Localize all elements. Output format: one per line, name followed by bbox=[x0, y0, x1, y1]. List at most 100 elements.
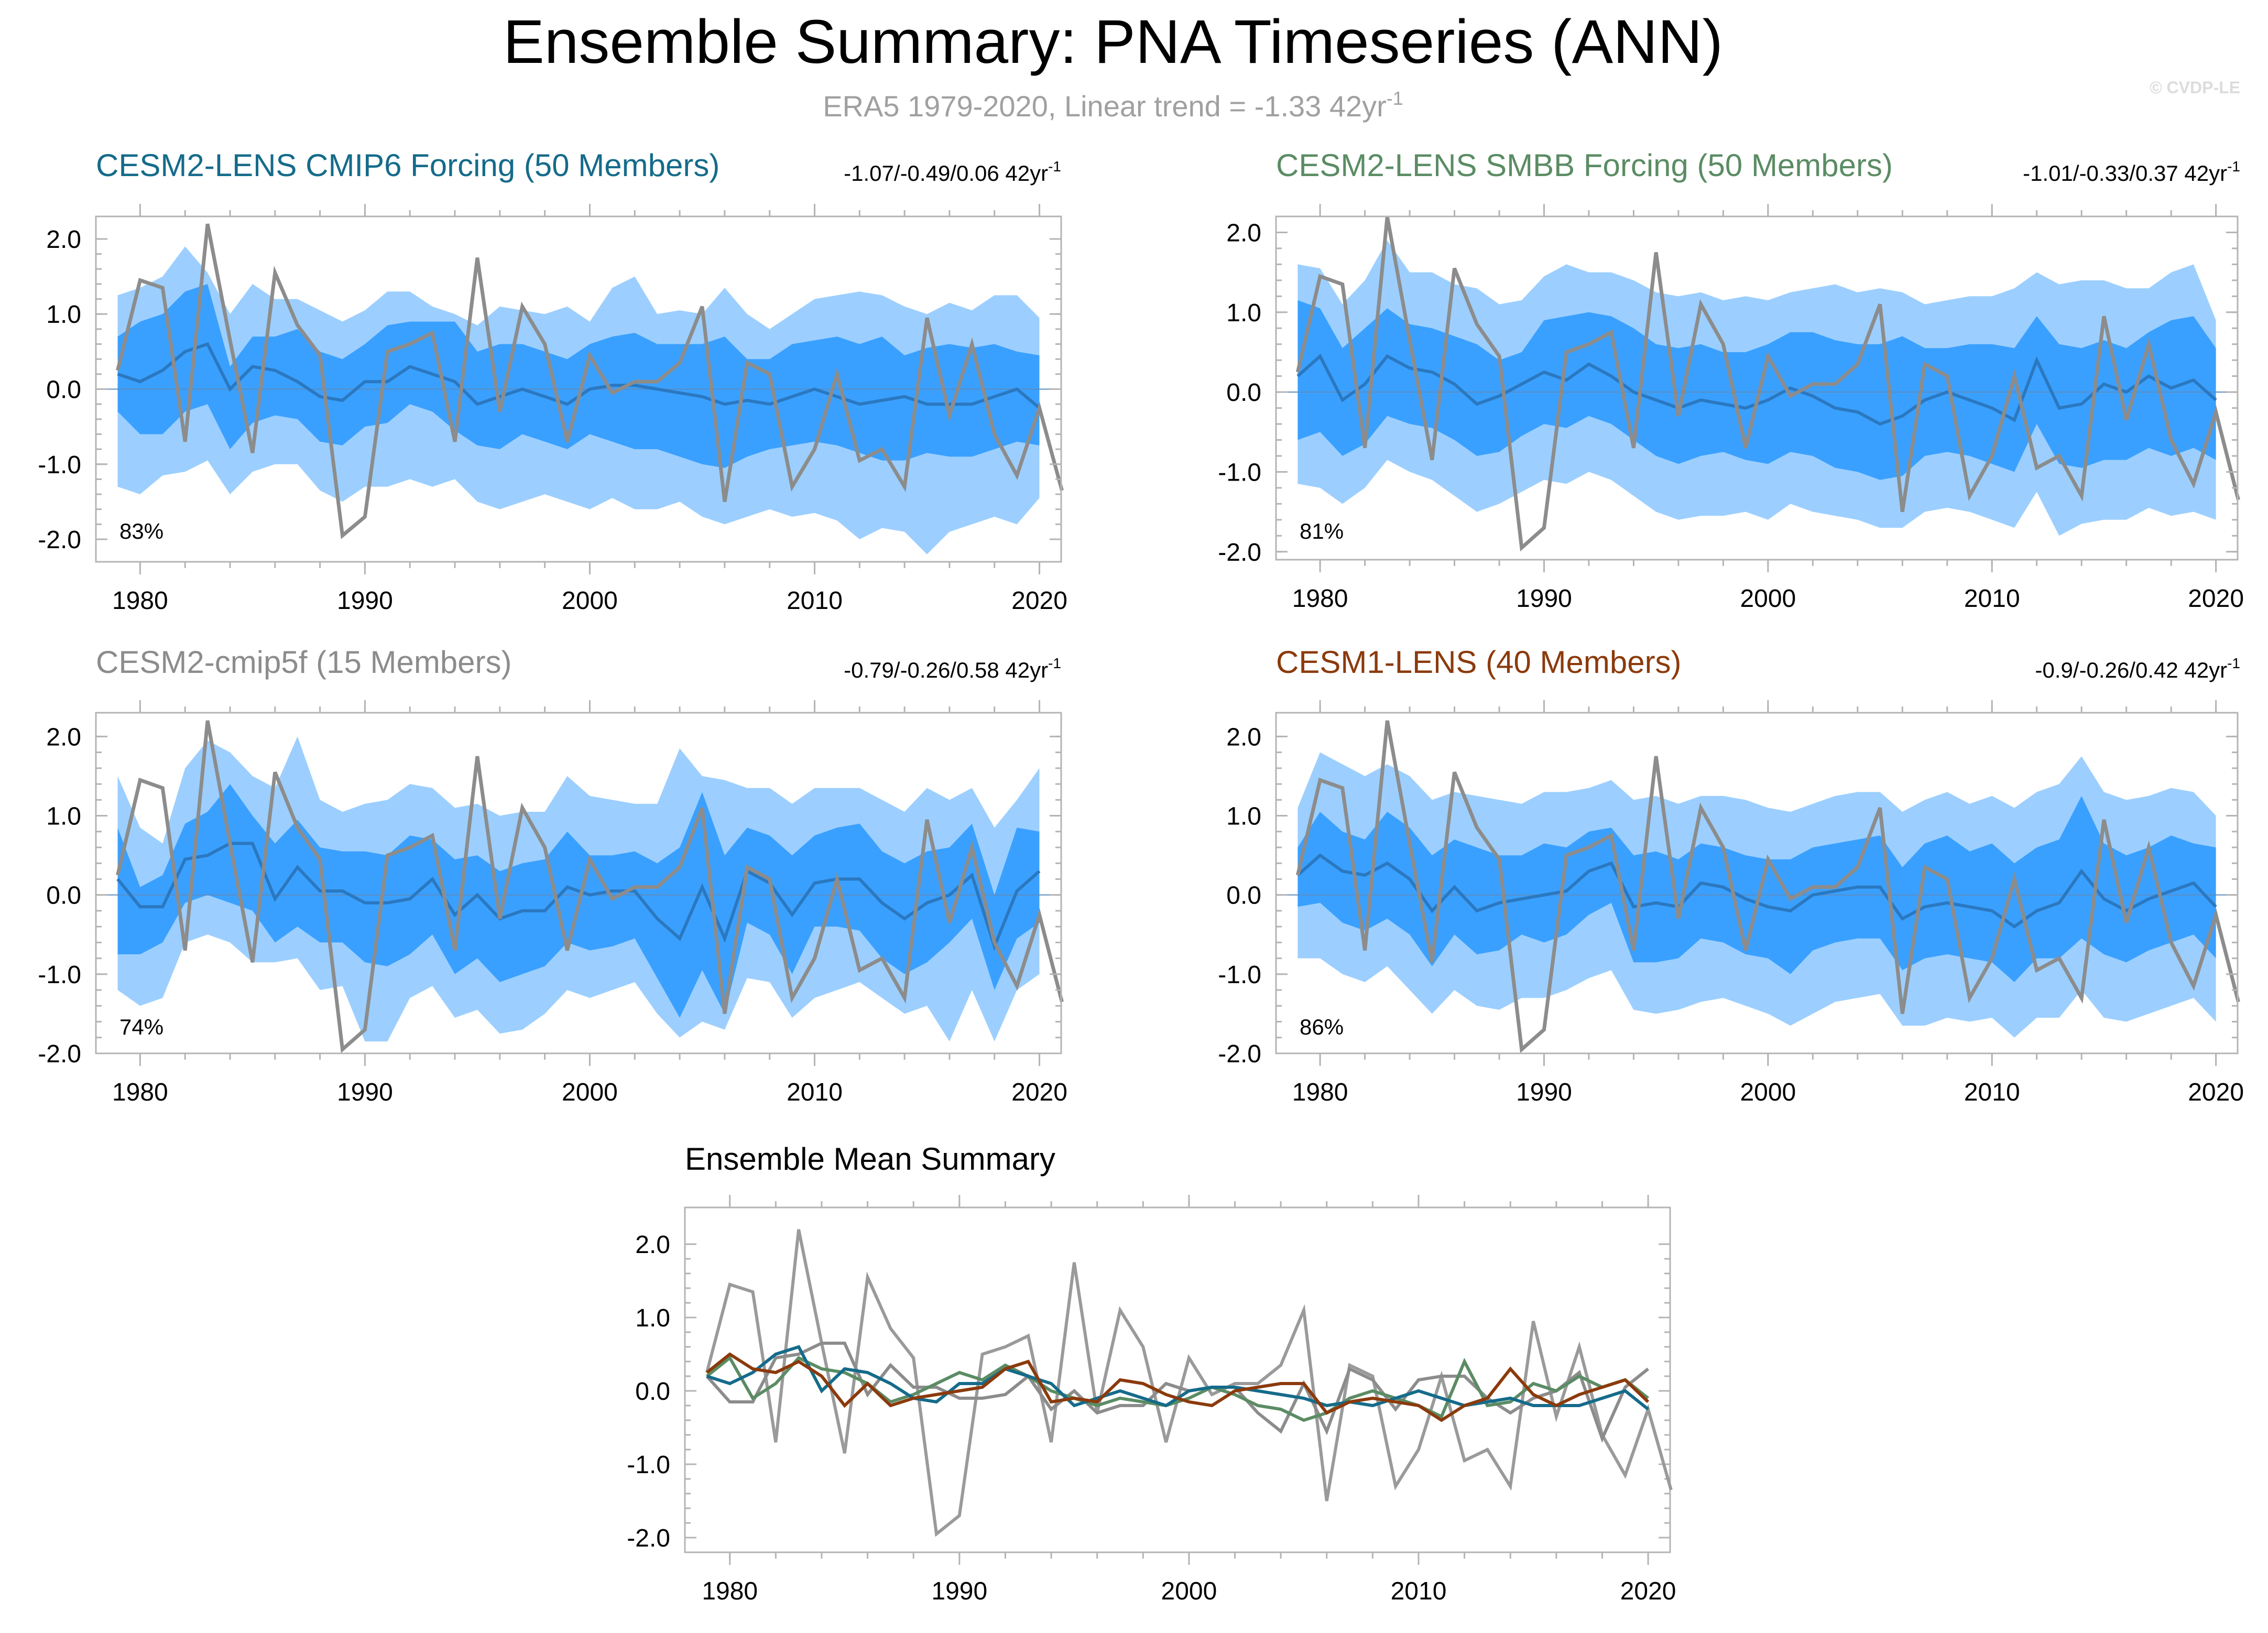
y-tick-label: 1.0 bbox=[1226, 299, 1261, 327]
cesm2-cmip5f-plot-frame bbox=[95, 712, 1062, 1054]
panel-trend: -1.01/-0.33/0.37 42yr-1 bbox=[2023, 158, 2240, 186]
observed-line bbox=[705, 1229, 1673, 1537]
credit-label: © CVDP-LE bbox=[2150, 78, 2240, 97]
x-tick-label: 2020 bbox=[1620, 1577, 1676, 1605]
y-tick-label: 1.0 bbox=[635, 1304, 670, 1332]
x-tick-label: 2020 bbox=[2188, 585, 2244, 613]
observed-line bbox=[1295, 720, 2240, 1053]
panel-ensemble-mean-summary: Ensemble Mean Summary 2.0 1.0 0.0 -1.0 -2.0 1… bbox=[627, 1141, 1676, 1605]
figure-subtitle: ERA5 1979-2020, Linear trend = -1.33 42y… bbox=[823, 88, 1403, 123]
y-tick-label: 2.0 bbox=[1226, 723, 1261, 751]
x-tick-label: 1980 bbox=[1292, 1079, 1348, 1106]
y-tick-label: -2.0 bbox=[627, 1525, 670, 1552]
x-tick-label: 1990 bbox=[1516, 1079, 1572, 1106]
y-tick-label: -1.0 bbox=[38, 451, 81, 479]
y-tick-label: 1.0 bbox=[46, 301, 81, 329]
series-layer bbox=[1276, 216, 2240, 552]
y-tick-label: -2.0 bbox=[1218, 539, 1261, 567]
cesm2-smbb-plot-frame bbox=[1275, 215, 2239, 561]
x-tick-label: 2020 bbox=[2188, 1079, 2244, 1106]
y-tick-label: -1.0 bbox=[627, 1451, 670, 1479]
trend-text: -1.07/-0.49/0.06 42yr bbox=[844, 161, 1048, 186]
y-tick-label: 1.0 bbox=[46, 803, 81, 831]
inner-spread-band bbox=[1297, 300, 2216, 480]
x-tick-label: 2010 bbox=[787, 1079, 843, 1106]
x-tick-label: 1980 bbox=[112, 587, 168, 615]
y-tick-label: 1.0 bbox=[1226, 803, 1261, 831]
panel-title: CESM2-LENS SMBB Forcing (50 Members) bbox=[1276, 148, 1893, 183]
pct-label: 86% bbox=[1300, 1015, 1344, 1039]
panel-trend: -0.9/-0.26/0.42 42yr-1 bbox=[2035, 655, 2240, 682]
series-layer bbox=[1276, 720, 2240, 1053]
trend-text: -1.01/-0.33/0.37 42yr bbox=[2023, 161, 2227, 186]
x-tick-label: 1980 bbox=[112, 1079, 168, 1106]
inner-spread-band bbox=[117, 284, 1040, 468]
ensemble-mean-line bbox=[116, 842, 1041, 951]
y-tick-label: 2.0 bbox=[1226, 219, 1261, 247]
figure-title: Ensemble Summary: PNA Timeseries (ANN) bbox=[503, 7, 1723, 77]
y-tick-label: -1.0 bbox=[1218, 459, 1261, 486]
subtitle-sup: -1 bbox=[1387, 88, 1403, 109]
trend-sup: -1 bbox=[2227, 158, 2240, 175]
y-tick-label: 0.0 bbox=[1226, 379, 1261, 407]
observed-line bbox=[116, 720, 1064, 1053]
x-tick-label: 1990 bbox=[337, 587, 393, 615]
panel-trend: -0.79/-0.26/0.58 42yr-1 bbox=[844, 655, 1061, 682]
x-tick-label: 1990 bbox=[1516, 585, 1572, 613]
x-tick-label: 2020 bbox=[1011, 587, 1067, 615]
trend-sup: -1 bbox=[1048, 655, 1061, 671]
y-tick-label: -1.0 bbox=[38, 961, 81, 989]
x-tick-label: 2000 bbox=[1740, 585, 1796, 613]
pct-label: 74% bbox=[119, 1015, 163, 1039]
y-tick-label: 2.0 bbox=[46, 226, 81, 254]
y-tick-label: 2.0 bbox=[635, 1231, 670, 1259]
inner-spread-band bbox=[1297, 796, 2216, 982]
mean-series-layer bbox=[705, 1229, 1673, 1537]
observed-line bbox=[116, 223, 1064, 539]
y-tick-label: 0.0 bbox=[46, 882, 81, 910]
series-layer bbox=[96, 720, 1064, 1053]
trend-text: -0.9/-0.26/0.42 42yr bbox=[2035, 658, 2228, 682]
trend-sup: -1 bbox=[2227, 655, 2240, 671]
x-tick-label: 2010 bbox=[1391, 1577, 1447, 1605]
panel-cesm2-smbb: CESM2-LENS SMBB Forcing (50 Members) -1.… bbox=[1218, 148, 2244, 613]
panel-title: CESM2-LENS CMIP6 Forcing (50 Members) bbox=[96, 148, 719, 183]
x-tick-label: 2000 bbox=[562, 1079, 618, 1106]
panel-cesm2-cmip6: CESM2-LENS CMIP6 Forcing (50 Members) -1… bbox=[38, 148, 1067, 615]
cesm1-lens-plot-frame bbox=[1275, 712, 2239, 1054]
pct-label: 83% bbox=[119, 519, 163, 543]
trend-sup: -1 bbox=[1048, 158, 1061, 175]
mean-summary-plot-frame bbox=[684, 1206, 1671, 1553]
y-tick-label: -1.0 bbox=[1218, 961, 1261, 989]
x-tick-label: 1980 bbox=[702, 1577, 758, 1605]
observed-line bbox=[1295, 216, 2240, 552]
x-tick-label: 2000 bbox=[1740, 1079, 1796, 1106]
x-tick-label: 2000 bbox=[1161, 1577, 1217, 1605]
cesm2-smbb-mean-line bbox=[706, 1355, 1649, 1422]
pct-label: 81% bbox=[1300, 519, 1344, 543]
x-tick-label: 2000 bbox=[562, 587, 618, 615]
subtitle-text: ERA5 1979-2020, Linear trend = -1.33 42y… bbox=[823, 90, 1387, 123]
panel-cesm1-lens: CESM1-LENS (40 Members) -0.9/-0.26/0.42 … bbox=[1218, 645, 2244, 1106]
x-tick-label: 2020 bbox=[1011, 1079, 1067, 1106]
cesm2-cmip6-mean-line bbox=[706, 1345, 1649, 1411]
x-tick-label: 1990 bbox=[337, 1079, 393, 1106]
panel-title: CESM2-cmip5f (15 Members) bbox=[96, 645, 512, 680]
y-tick-label: 0.0 bbox=[635, 1378, 670, 1406]
y-tick-label: 2.0 bbox=[46, 723, 81, 751]
x-tick-label: 1980 bbox=[1292, 585, 1348, 613]
x-tick-label: 2010 bbox=[1964, 585, 2020, 613]
panel-trend: -1.07/-0.49/0.06 42yr-1 bbox=[844, 158, 1061, 186]
cesm1-lens-mean-line bbox=[706, 1352, 1650, 1422]
panel-title: CESM1-LENS (40 Members) bbox=[1276, 645, 1682, 680]
y-tick-label: -2.0 bbox=[38, 526, 81, 554]
y-tick-label: 0.0 bbox=[1226, 882, 1261, 910]
x-tick-label: 2010 bbox=[1964, 1079, 2020, 1106]
panel-cesm2-cmip5f: CESM2-cmip5f (15 Members) -0.79/-0.26/0.… bbox=[38, 645, 1067, 1106]
y-tick-label: -2.0 bbox=[38, 1040, 81, 1068]
x-tick-label: 2010 bbox=[787, 587, 843, 615]
trend-text: -0.79/-0.26/0.58 42yr bbox=[844, 658, 1048, 682]
series-layer bbox=[96, 223, 1064, 554]
y-tick-label: 0.0 bbox=[46, 376, 81, 404]
